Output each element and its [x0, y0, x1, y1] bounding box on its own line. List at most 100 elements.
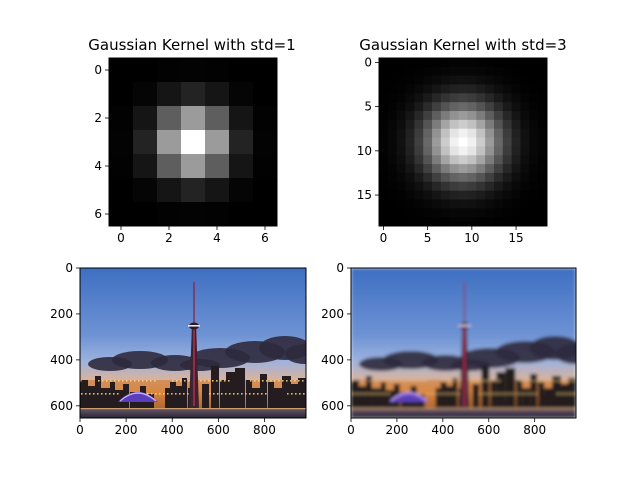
heatmap-cell: [423, 66, 433, 77]
heatmap-cell: [229, 178, 254, 203]
heatmap-cell: [476, 128, 486, 138]
heatmap-cell: [396, 119, 406, 130]
y-tick-label: 0: [94, 63, 102, 77]
window-light: [208, 380, 210, 382]
heatmap-cell: [387, 58, 398, 68]
window-light: [503, 393, 505, 395]
original-image-y-axis: 0 200 400 600: [50, 261, 80, 413]
heatmap-cell: [449, 137, 459, 147]
heatmap-cell: [502, 66, 513, 77]
window-light: [487, 393, 489, 395]
window-light: [367, 393, 370, 395]
window-light: [225, 393, 227, 395]
heatmap-cell: [414, 84, 424, 94]
heatmap-cell: [529, 199, 539, 209]
heatmap-cell: [181, 154, 206, 179]
heatmap-cell: [511, 137, 521, 147]
heatmap-cell: [157, 130, 182, 155]
heatmap-cell: [396, 93, 406, 103]
heatmap-cell: [449, 66, 459, 77]
heatmap-cell: [538, 146, 548, 156]
heatmap-cell: [449, 199, 459, 209]
window-light: [167, 393, 169, 395]
heatmap-cell: [414, 172, 424, 183]
window-light: [253, 393, 255, 395]
heatmap-cell: [485, 119, 495, 130]
window-light: [470, 380, 473, 382]
rogers-centre-dome: [118, 392, 158, 402]
window-light: [187, 393, 189, 395]
window-light: [388, 380, 391, 382]
building: [165, 388, 170, 418]
heatmap-cell: [432, 217, 442, 227]
heatmap-cell: [520, 137, 530, 147]
building: [472, 384, 480, 418]
heatmap-cell: [396, 84, 406, 94]
heatmap-cell: [476, 93, 486, 103]
heatmap-cell: [449, 58, 459, 68]
heatmap-cell: [458, 102, 468, 112]
heatmap-cell: [485, 190, 495, 200]
window-light: [454, 380, 457, 382]
heatmap-cell: [538, 199, 548, 209]
heatmap-cell: [432, 84, 442, 94]
original-image-x-axis: 0 200 400 600 800: [76, 418, 276, 437]
heatmap-cell: [109, 58, 134, 83]
heatmap-cell: [414, 217, 424, 227]
window-light: [424, 380, 427, 382]
heatmap-cell: [414, 58, 424, 68]
heatmap-cell: [253, 82, 278, 107]
heatmap-cell: [529, 164, 539, 174]
window-light: [548, 380, 550, 382]
heatmap-cell: [520, 58, 530, 68]
x-tick-label: 0: [380, 231, 388, 245]
y-tick-label: 400: [50, 353, 73, 367]
blurred-image-frame: [350, 267, 577, 419]
window-light: [384, 380, 387, 382]
heatmap-cell: [387, 93, 398, 103]
kernel-std1-x-axis: 0 2 4 6: [117, 226, 269, 245]
heatmap-cell: [493, 181, 504, 192]
heatmap-cell: [440, 66, 451, 77]
window-light: [150, 380, 152, 382]
heatmap-cell: [449, 128, 459, 138]
heatmap-cell: [440, 119, 451, 130]
heatmap-cell: [405, 66, 415, 77]
building: [568, 378, 576, 418]
heatmap-cell: [396, 190, 406, 200]
heatmap-cell: [493, 190, 504, 200]
heatmap-cell: [467, 119, 477, 130]
blurred-image-x-axis: 0 200 400 600 800: [347, 418, 546, 437]
x-tick-label: 800: [253, 423, 276, 437]
window-light: [278, 380, 280, 382]
heatmap-cell: [485, 111, 495, 121]
window-light: [552, 380, 554, 382]
heatmap-cell: [485, 58, 495, 68]
heatmap-cell: [414, 164, 424, 174]
window-light: [221, 393, 223, 395]
window-light: [151, 393, 153, 395]
heatmap-cell: [449, 119, 459, 130]
heatmap-cell: [502, 155, 513, 165]
heatmap-cell: [493, 84, 504, 94]
window-light: [287, 393, 289, 395]
window-light: [130, 380, 132, 382]
heatmap-cell: [423, 58, 433, 68]
heatmap-cell: [458, 84, 468, 94]
heatmap-cell: [440, 137, 451, 147]
heatmap-cell: [502, 84, 513, 94]
heatmap-cell: [387, 75, 398, 85]
heatmap-cell: [440, 217, 451, 227]
window-light: [291, 393, 293, 395]
building: [95, 376, 101, 418]
heatmap-cell: [440, 75, 451, 85]
building: [220, 380, 226, 418]
heatmap-cell: [511, 208, 521, 218]
heatmap-cell: [502, 190, 513, 200]
cn-tower-pod-light: [188, 325, 200, 327]
heatmap-cell: [387, 155, 398, 165]
heatmap-cell: [414, 190, 424, 200]
heatmap-cell: [511, 84, 521, 94]
window-light: [204, 380, 206, 382]
heatmap-cell: [529, 190, 539, 200]
